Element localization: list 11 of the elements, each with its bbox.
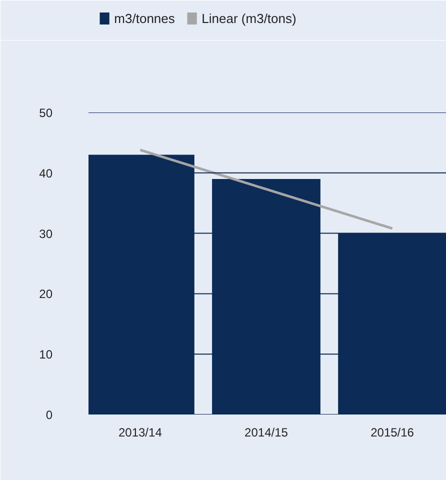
y-tick-label: 40 [39,166,53,180]
y-tick-label: 50 [39,106,53,120]
x-tick-label: 2015/16 [370,426,414,440]
legend-label: m3/tonnes [114,11,176,26]
y-tick-label: 30 [39,226,53,241]
x-tick-label: 2013/14 [118,426,162,440]
y-tick-label: 10 [39,348,53,362]
x-tick-label: 2014/15 [244,426,288,440]
y-tick-label: 20 [39,287,53,302]
legend-label: Linear (m3/tons) [202,11,296,26]
y-tick-label: 0 [46,408,53,422]
